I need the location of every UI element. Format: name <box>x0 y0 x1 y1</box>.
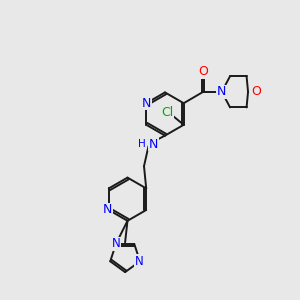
Text: N: N <box>112 237 121 250</box>
Text: N: N <box>135 255 144 268</box>
Text: Cl: Cl <box>161 106 173 119</box>
Text: N: N <box>142 97 151 110</box>
Text: O: O <box>251 85 261 98</box>
Text: H: H <box>138 139 146 149</box>
Text: N: N <box>103 203 112 217</box>
Text: O: O <box>198 65 208 78</box>
Text: N: N <box>217 85 226 98</box>
Text: N: N <box>148 137 158 151</box>
